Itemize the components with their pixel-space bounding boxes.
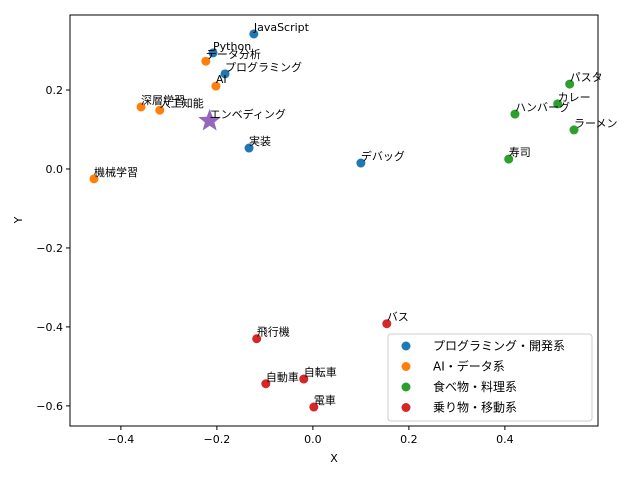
y-axis-label: Y (12, 216, 25, 224)
legend-marker (401, 403, 411, 412)
point-label: 人工知能 (160, 96, 204, 110)
point (565, 79, 575, 89)
point (261, 379, 271, 389)
point-label: Python (213, 40, 251, 53)
y-tick-label: 0.2 (46, 84, 64, 97)
point (220, 69, 230, 79)
legend-label: 乗り物・移動系 (433, 401, 517, 415)
point-label: プログラミング (225, 60, 302, 74)
legend-label: 食べ物・料理系 (433, 379, 517, 394)
x-axis-label: X (330, 452, 338, 465)
y-tick-label: −0.4 (36, 321, 63, 334)
highlight-label: エンベディング (210, 107, 286, 121)
x-tick-label: 0.0 (304, 433, 322, 446)
point-label: カレー (558, 91, 591, 104)
x-tick-label: 0.4 (496, 433, 514, 446)
point (249, 29, 259, 39)
point-label: バス (387, 311, 409, 324)
y-tick-label: 0.0 (46, 163, 64, 176)
point-label: データ分析 (206, 47, 261, 61)
point (299, 374, 309, 384)
point (208, 48, 218, 58)
y-tick-label: −0.6 (36, 400, 63, 413)
point-label: 機械学習 (94, 165, 138, 179)
x-tick-label: −0.2 (204, 433, 231, 446)
point (569, 125, 579, 135)
point-label: JavaScript (253, 21, 310, 34)
x-tick-label: −0.4 (108, 433, 135, 446)
legend-marker (401, 341, 411, 351)
point (504, 154, 514, 164)
point-label: 実装 (249, 134, 271, 148)
legend-marker (401, 362, 411, 371)
point (155, 105, 165, 115)
point (309, 402, 319, 412)
point (211, 81, 221, 91)
point-label: デバッグ (361, 149, 405, 163)
plot-frame (69, 14, 599, 427)
legend-box (387, 333, 593, 422)
highlight-star (198, 108, 222, 131)
point-label: ハンバーグ (515, 100, 570, 114)
x-tick-label: 0.2 (400, 433, 418, 446)
point-label: 飛行機 (257, 325, 290, 339)
y-tick-label: −0.2 (36, 242, 63, 255)
point-label: AI (216, 73, 227, 86)
point-label: 自動車 (266, 370, 299, 384)
point (356, 158, 366, 168)
point (553, 99, 563, 109)
point-label: ラーメン (574, 117, 618, 130)
point-label: 寿司 (509, 145, 531, 159)
point-label: 電車 (314, 393, 336, 407)
point-label: 深層学習 (141, 93, 185, 107)
point (252, 334, 262, 344)
point (136, 102, 146, 112)
point (510, 109, 520, 119)
point (89, 174, 99, 184)
point (201, 56, 211, 66)
legend-marker (401, 382, 411, 392)
legend-label: プログラミング・開発系 (433, 339, 565, 353)
point-label: 自転車 (304, 365, 337, 379)
point (382, 319, 392, 329)
point-label: パスタ (570, 71, 603, 84)
legend-label: AI・データ系 (433, 359, 505, 374)
point (244, 143, 254, 153)
